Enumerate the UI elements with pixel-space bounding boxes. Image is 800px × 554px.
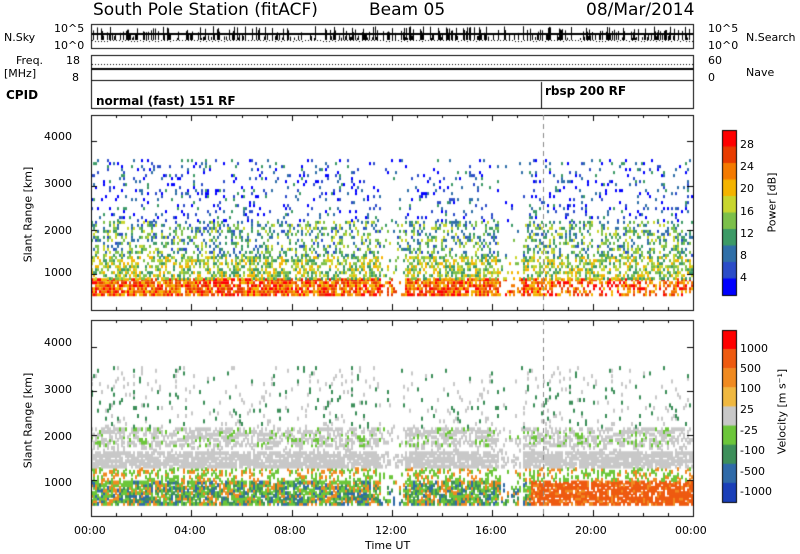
cb1-tick-4: 4 — [740, 271, 747, 284]
xaxis-label: Time UT — [365, 539, 411, 552]
nave-label: Nave — [746, 66, 775, 79]
p1-ytick-1000: 1000 — [44, 266, 72, 279]
freq-label-2: [MHz] — [4, 67, 37, 80]
cb2-tick-neg25: -25 — [740, 424, 758, 437]
cb2-tick-100: 100 — [740, 382, 761, 395]
cb1-tick-28: 28 — [740, 138, 754, 151]
p2-ylabel: Slant Range [km] — [21, 372, 35, 469]
nsearch-label: N.Search — [746, 31, 796, 44]
cb2-tick-neg1000: -1000 — [740, 485, 772, 498]
nsearch-tick-top: 10^5 — [708, 22, 739, 35]
cpid-segment-1: normal (fast) 151 RF — [96, 94, 236, 108]
cb1-label: Power [dB] — [765, 172, 779, 233]
xtick-2: 08:00 — [274, 524, 306, 537]
nsky-label: N.Sky — [4, 31, 36, 44]
xtick-5: 20:00 — [575, 524, 607, 537]
cb2-tick-1000: 1000 — [740, 342, 768, 355]
cb1-tick-16: 16 — [740, 205, 754, 218]
xtick-3: 12:00 — [375, 524, 407, 537]
xtick-0: 00:00 — [74, 524, 106, 537]
p1-ylabel: Slant Range [km] — [21, 166, 35, 263]
nave-tick-bottom: 0 — [708, 71, 715, 84]
cb1-tick-20: 20 — [740, 182, 754, 195]
xtick-1: 04:00 — [174, 524, 206, 537]
freq-tick-bottom: 8 — [72, 71, 79, 84]
p2-ytick-1000: 1000 — [44, 476, 72, 489]
xtick-6: 00:00 — [675, 524, 707, 537]
nsearch-tick-bottom: 10^0 — [708, 39, 739, 52]
date-title: 08/Mar/2014 — [586, 0, 695, 20]
cpid-label: CPID — [6, 88, 39, 102]
freq-label-1: Freq. — [16, 54, 44, 67]
nsky-tick-bottom: 10^0 — [54, 39, 85, 52]
p1-ytick-2000: 2000 — [44, 224, 72, 237]
cb2-tick-500: 500 — [740, 362, 761, 375]
p2-ytick-4000: 4000 — [44, 336, 72, 349]
p1-ytick-4000: 4000 — [44, 130, 72, 143]
cb2-tick-neg500: -500 — [740, 465, 765, 478]
p1-ytick-3000: 3000 — [44, 177, 72, 190]
cb1-tick-24: 24 — [740, 160, 754, 173]
xtick-4: 16:00 — [475, 524, 507, 537]
cb1-tick-8: 8 — [740, 249, 747, 262]
nave-tick-top: 60 — [708, 54, 722, 67]
p2-ytick-3000: 3000 — [44, 383, 72, 396]
cb1-tick-12: 12 — [740, 227, 754, 240]
nsky-tick-top: 10^5 — [54, 22, 85, 35]
cb2-tick-25: 25 — [740, 403, 754, 416]
cb2-label: Velocity [m s⁻¹] — [775, 368, 789, 455]
freq-tick-top: 18 — [66, 54, 80, 67]
cb2-tick-neg100: -100 — [740, 444, 765, 457]
station-title: South Pole Station (fitACF) — [93, 0, 318, 20]
cpid-segment-2: rbsp 200 RF — [545, 84, 627, 98]
beam-title: Beam 05 — [369, 0, 446, 20]
p2-ytick-2000: 2000 — [44, 430, 72, 443]
